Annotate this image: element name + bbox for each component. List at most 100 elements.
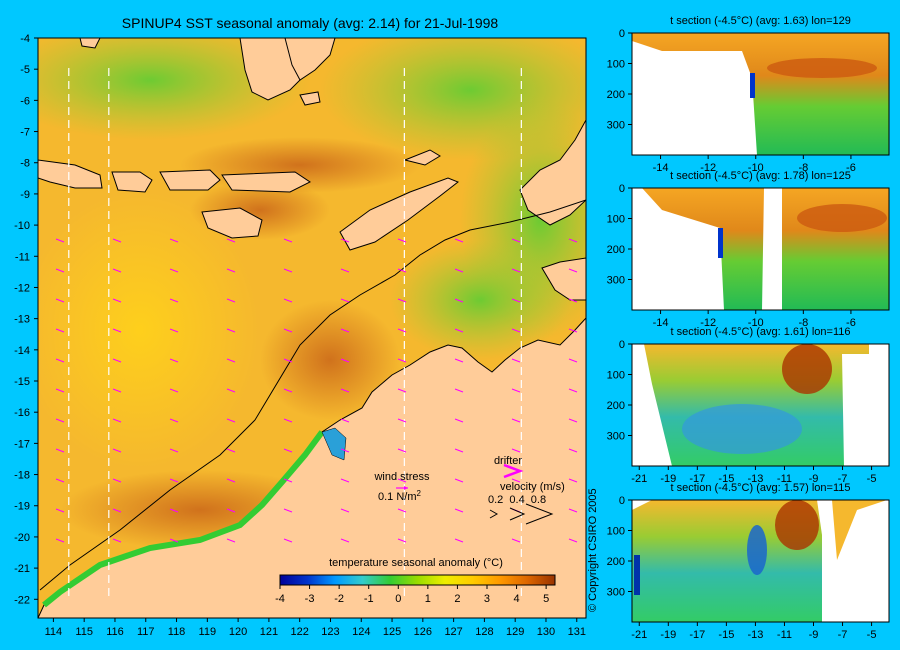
- section-depth-label: 300: [607, 431, 625, 443]
- wind-vector: [226, 298, 236, 303]
- section-warm-core: [782, 344, 832, 394]
- land-bali-lombok: [111, 171, 153, 193]
- wind-vector: [55, 538, 65, 543]
- section-lat-label: -9: [809, 629, 819, 641]
- wind-vector: [568, 478, 578, 483]
- wind-vector: [568, 328, 578, 333]
- wind-vector: [112, 448, 122, 453]
- section-lat-label: -15: [718, 629, 734, 641]
- wind-vectors: [55, 238, 578, 543]
- lon-tick-label: 131: [568, 626, 586, 638]
- wind-vector: [169, 358, 179, 363]
- section-title: t section (-4.5°C) (avg: 1.78) lon=125: [670, 170, 851, 182]
- land-sulawesi: [284, 38, 336, 81]
- land-sumba: [201, 207, 263, 239]
- section-cold-core: [718, 228, 723, 258]
- wind-vector: [169, 268, 179, 273]
- lon-tick-label: 126: [414, 626, 432, 638]
- colorbar-tick-label: -3: [305, 593, 315, 605]
- wind-vector: [112, 478, 122, 483]
- section-lat-label: -21: [631, 473, 647, 485]
- map-lon-ticks: 114 115 116 117 118 119 120 121 122 123 124 125 126 1…: [45, 618, 586, 638]
- drifter-chevron-icon: [503, 463, 524, 479]
- colorbar-tick-label: -4: [275, 593, 285, 605]
- lat-tick-label: -8: [20, 158, 30, 170]
- lat-tick-label: -19: [14, 501, 30, 513]
- colorbar-ticks: -4 -3 -2 -1 0 1 2 3 4 5: [275, 585, 549, 605]
- section-depth-label: 100: [607, 370, 625, 382]
- section-depth-label: 200: [607, 89, 625, 101]
- wind-vector: [568, 298, 578, 303]
- anomaly-green-arafura: [390, 240, 570, 360]
- lat-tick-label: -4: [20, 33, 30, 45]
- wind-vector: [55, 478, 65, 483]
- drifter-label: drifter: [494, 455, 522, 467]
- wind-vector: [226, 418, 236, 423]
- wind-vector: [397, 328, 407, 333]
- wind-vector: [226, 508, 236, 513]
- wind-vector: [340, 388, 350, 393]
- wind-vector: [340, 478, 350, 483]
- wind-vector: [397, 268, 407, 273]
- wind-vector: [568, 508, 578, 513]
- lat-tick-label: -16: [14, 407, 30, 419]
- wind-vector: [112, 298, 122, 303]
- wind-vector: [112, 508, 122, 513]
- section-warm-core: [767, 58, 877, 78]
- lat-tick-label: -6: [20, 95, 30, 107]
- lon-tick-label: 114: [45, 626, 63, 638]
- wind-vector: [511, 238, 521, 243]
- wind-vector: [568, 418, 578, 423]
- section-lat-label: -5: [867, 473, 877, 485]
- wind-vector: [511, 298, 521, 303]
- wind-vector: [283, 268, 293, 273]
- wind-vector: [397, 418, 407, 423]
- wind-vector: [283, 538, 293, 543]
- wind-vector: [397, 298, 407, 303]
- map-title: SPINUP4 SST seasonal anomaly (avg: 2.14)…: [122, 15, 499, 31]
- colorbar-tick-label: -2: [334, 593, 344, 605]
- section-lat-label: -13: [747, 629, 763, 641]
- wind-vector: [340, 448, 350, 453]
- lon-tick-label: 128: [475, 626, 493, 638]
- section-lat-label: -14: [653, 317, 669, 329]
- lon-tick-label: 125: [383, 626, 401, 638]
- wind-vector: [112, 268, 122, 273]
- map-lat-ticks: -4 -5 -6 -7 -8 -9 -10 -11 -12 -13 -14 -15 -16 -17 -18 -…: [14, 33, 38, 606]
- section-cool-core: [682, 404, 802, 454]
- lat-tick-label: -20: [14, 532, 30, 544]
- section-lat-label: -12: [700, 162, 716, 174]
- wind-vector: [568, 538, 578, 543]
- section-field: [632, 500, 822, 622]
- section-cool-core: [747, 525, 767, 575]
- wind-vector: [169, 508, 179, 513]
- wind-vector: [169, 298, 179, 303]
- section-depth-label: 100: [607, 59, 625, 71]
- section-lat-label: -15: [718, 473, 734, 485]
- section-depth-label: 0: [619, 339, 625, 351]
- map-frame: [37, 37, 587, 619]
- land-flores: [221, 171, 311, 193]
- wind-vector: [454, 298, 464, 303]
- wind-vector: [340, 298, 350, 303]
- wind-vector: [169, 328, 179, 333]
- lat-tick-label: -17: [14, 438, 30, 450]
- land-northeast: [519, 38, 586, 226]
- wind-vector: [226, 268, 236, 273]
- wind-vector: [340, 418, 350, 423]
- section-lat-label: -11: [777, 629, 792, 641]
- wind-vector: [169, 388, 179, 393]
- lon-tick-label: 121: [260, 626, 278, 638]
- lon-tick-label: 127: [444, 626, 462, 638]
- copyright-notice: © Copyright CSIRO 2005: [587, 488, 599, 612]
- wind-vector: [454, 268, 464, 273]
- wind-vector: [454, 478, 464, 483]
- lat-tick-label: -15: [14, 376, 30, 388]
- wind-vector: [454, 538, 464, 543]
- wind-vector: [283, 448, 293, 453]
- wind-vector: [283, 358, 293, 363]
- wind-vector: [112, 328, 122, 333]
- section-lat-label: -17: [689, 629, 705, 641]
- wind-vector: [340, 538, 350, 543]
